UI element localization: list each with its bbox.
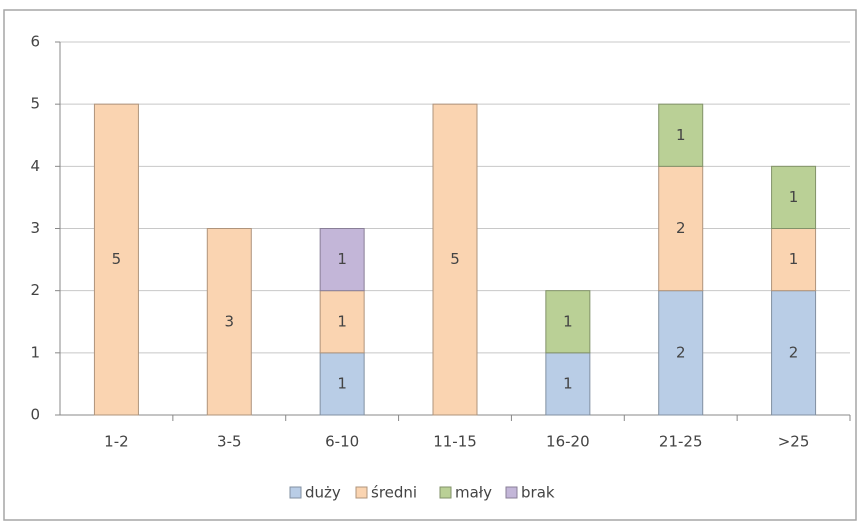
bar-segment	[319, 290, 365, 354]
bar-segment	[771, 290, 817, 416]
legend-label: średni	[371, 484, 417, 502]
x-tick-label: 21-25	[659, 433, 703, 451]
data-label: 1	[337, 312, 347, 330]
bar-segment	[93, 103, 139, 416]
legend-swatch	[439, 486, 452, 499]
bar-segment	[658, 103, 704, 167]
bar-segment	[206, 228, 252, 416]
data-label: 2	[789, 343, 799, 361]
bar-segment	[771, 228, 817, 292]
bar-segment	[545, 290, 591, 354]
x-tick-label: 3-5	[217, 433, 242, 451]
chart-border	[3, 9, 857, 521]
data-label: 5	[112, 250, 122, 268]
legend-swatch	[505, 486, 518, 499]
y-tick-label: 6	[30, 33, 40, 51]
y-tick-label: 4	[30, 157, 40, 175]
legend-swatch	[289, 486, 302, 499]
legend-label: mały	[455, 484, 492, 502]
data-label: 1	[789, 188, 799, 206]
y-tick-label: 2	[30, 281, 40, 299]
data-label: 1	[337, 250, 347, 268]
data-label: 1	[563, 374, 573, 392]
y-tick-label: 3	[30, 219, 40, 237]
legend-swatch	[355, 486, 368, 499]
bar-segment	[771, 165, 817, 229]
data-label: 2	[676, 219, 686, 237]
y-tick-label: 0	[30, 406, 40, 424]
x-tick-label: >25	[778, 433, 810, 451]
data-label: 1	[789, 250, 799, 268]
data-label: 1	[563, 312, 573, 330]
x-tick-label: 16-20	[546, 433, 590, 451]
data-label: 3	[225, 312, 235, 330]
bar-segment	[658, 290, 704, 416]
legend-label: duży	[305, 484, 341, 502]
bar-segment	[658, 165, 704, 292]
legend-label: brak	[521, 484, 555, 502]
x-tick-label: 1-2	[104, 433, 129, 451]
bar-segment	[545, 352, 591, 416]
x-tick-label: 6-10	[325, 433, 359, 451]
y-tick-label: 5	[30, 95, 40, 113]
bar-segment	[432, 103, 478, 416]
data-label: 1	[337, 374, 347, 392]
data-label: 2	[676, 343, 686, 361]
data-label: 5	[450, 250, 460, 268]
x-tick-label: 11-15	[433, 433, 477, 451]
bar-segment	[319, 352, 365, 416]
bar-segment	[319, 228, 365, 292]
data-label: 1	[676, 126, 686, 144]
y-tick-label: 1	[30, 343, 40, 361]
